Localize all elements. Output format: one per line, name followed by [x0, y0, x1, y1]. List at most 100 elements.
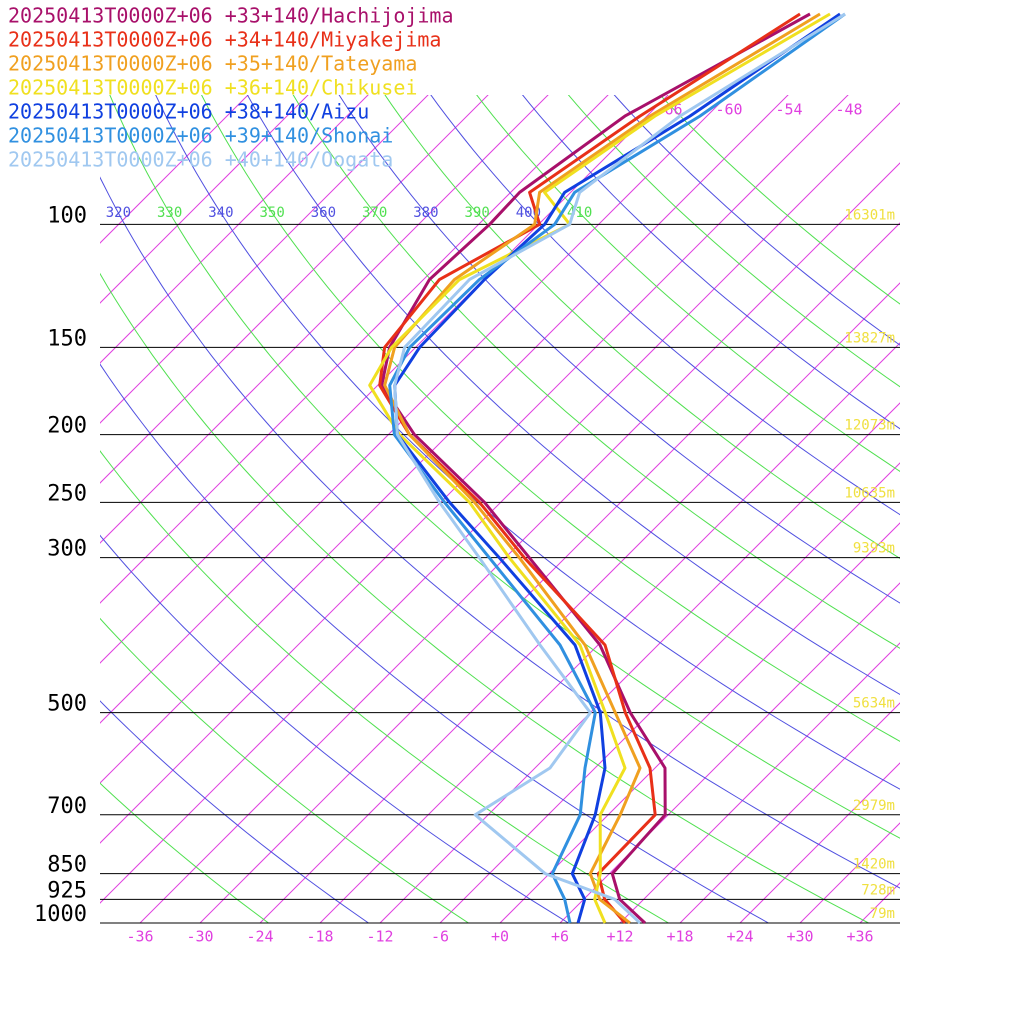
pressure-label: 200 — [47, 414, 87, 439]
height-label: 1420m — [853, 857, 895, 873]
x-tick-label: -24 — [246, 928, 273, 946]
dry-adiabat — [659, 95, 900, 305]
isotherm — [100, 95, 489, 484]
isotherm — [199, 222, 900, 923]
isotherm-label: -60 — [715, 101, 742, 119]
isotherm — [100, 95, 249, 244]
dry-adiabat — [292, 95, 900, 649]
x-tick-label: +18 — [666, 928, 693, 946]
pressure-label: 850 — [47, 853, 87, 878]
theta-label: 350 — [260, 205, 285, 221]
isotherm — [100, 95, 849, 844]
background-lines — [100, 95, 900, 923]
isotherm — [799, 822, 900, 923]
legend-entry: 20250413T0000Z+06 +34+140/Miyakejima — [8, 28, 441, 52]
isotherm — [259, 282, 900, 923]
height-label: 12073m — [844, 418, 895, 434]
legend-entry: 20250413T0000Z+06 +33+140/Hachijojima — [8, 4, 454, 28]
isotherm — [100, 95, 669, 664]
isotherm — [100, 102, 900, 904]
dry-adiabat — [246, 95, 900, 696]
dry-adiabat — [430, 95, 900, 516]
x-tick-label: +0 — [491, 928, 509, 946]
isotherm — [100, 95, 789, 784]
isotherm — [619, 642, 900, 923]
pressure-label: 1000 — [34, 902, 87, 927]
theta-label: 390 — [464, 205, 489, 221]
sounding-line — [388, 12, 846, 924]
isotherm — [739, 762, 900, 923]
isotherm-label: -54 — [775, 101, 802, 119]
isotherm — [559, 582, 900, 923]
x-tick-label: -36 — [126, 928, 153, 946]
theta-label: 360 — [311, 205, 336, 221]
dry-adiabat — [100, 617, 469, 923]
dry-adiabat — [100, 534, 569, 923]
legend-entry: 20250413T0000Z+06 +40+140/Oogata — [8, 148, 393, 172]
isotherm — [379, 402, 900, 923]
isotherm — [100, 95, 729, 724]
legend-entry: 20250413T0000Z+06 +39+140/Shonai — [8, 124, 393, 148]
legend-entry: 20250413T0000Z+06 +35+140/Tateyama — [8, 52, 417, 76]
sounding-line — [383, 12, 821, 925]
dry-adiabat — [109, 95, 900, 839]
dry-adiabat — [521, 95, 900, 430]
dry-adiabat — [384, 95, 900, 560]
theta-label: 370 — [362, 205, 387, 221]
pressure-label: 925 — [47, 878, 87, 903]
dry-adiabat — [100, 176, 900, 889]
pressure-label: 100 — [47, 203, 87, 228]
sounding-line — [393, 12, 841, 924]
x-tick-label: -12 — [366, 928, 393, 946]
height-label: 79m — [870, 906, 895, 922]
pressure-label: 150 — [47, 326, 87, 351]
dry-adiabat — [100, 700, 369, 923]
x-tick-label: +24 — [726, 928, 753, 946]
isotherm — [679, 702, 900, 923]
height-label: 2979m — [853, 798, 895, 814]
dry-adiabat — [613, 95, 900, 346]
pressure-label: 500 — [47, 692, 87, 717]
theta-label: 380 — [413, 205, 438, 221]
x-tick-label: +6 — [551, 928, 569, 946]
dry-adiabat — [100, 450, 669, 923]
legend-entry: 20250413T0000Z+06 +38+140/Aizu — [8, 100, 369, 124]
x-tick-label: -6 — [431, 928, 449, 946]
isotherm — [139, 162, 900, 923]
height-label: 5634m — [853, 696, 895, 712]
pressure-label: 250 — [47, 481, 87, 506]
theta-label: 320 — [106, 205, 131, 221]
dry-adiabat — [567, 95, 900, 388]
x-tick-label: +30 — [786, 928, 813, 946]
sounding-line — [393, 12, 846, 925]
isotherm — [100, 95, 609, 604]
isotherm — [439, 462, 900, 923]
dry-adiabat — [100, 272, 869, 923]
height-label: 9393m — [853, 541, 895, 557]
x-tick-label: -30 — [186, 928, 213, 946]
isotherm-label: -48 — [835, 101, 862, 119]
isotherm — [100, 95, 369, 364]
theta-label: 340 — [208, 205, 233, 221]
dry-adiabat — [201, 95, 900, 742]
theta-label: 330 — [157, 205, 182, 221]
x-tick-label: +12 — [606, 928, 633, 946]
dry-adiabat — [100, 363, 769, 923]
height-label: 13827m — [844, 330, 895, 346]
legend-entry: 20250413T0000Z+06 +36+140/Chikusei — [8, 76, 417, 100]
height-label: 16301m — [844, 207, 895, 223]
isotherm — [319, 342, 900, 923]
dry-adiabat — [476, 95, 900, 472]
isotherm — [859, 882, 900, 923]
sounding-line — [380, 12, 811, 925]
isotherm — [100, 95, 429, 424]
x-tick-label: +36 — [846, 928, 873, 946]
pressure-label: 700 — [47, 794, 87, 819]
dry-adiabat — [338, 95, 900, 604]
isotherm — [100, 95, 309, 304]
height-label: 728m — [861, 882, 895, 898]
height-label: 10635m — [844, 485, 895, 501]
pressure-label: 300 — [47, 537, 87, 562]
isotherm — [100, 95, 549, 544]
